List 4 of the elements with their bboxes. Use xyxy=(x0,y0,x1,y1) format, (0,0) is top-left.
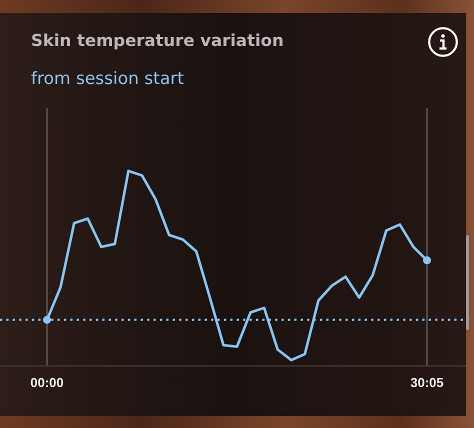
chart-title: Skin temperature variation xyxy=(31,31,284,51)
chart-subtitle: from session start xyxy=(31,69,184,90)
x-tick-label: 00:00 xyxy=(30,374,64,390)
x-tick-label: 30:05 xyxy=(410,374,444,390)
